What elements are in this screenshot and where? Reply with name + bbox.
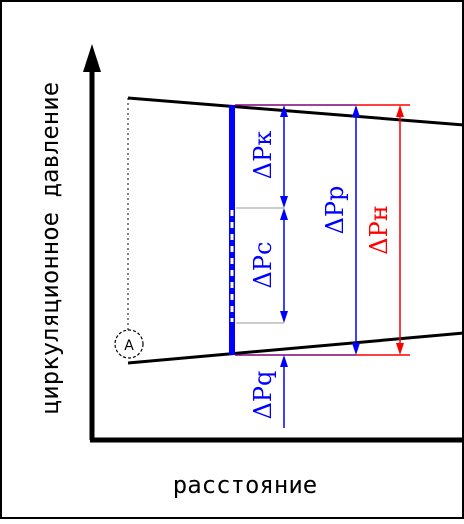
circle-marker-label: A [124, 338, 134, 354]
dp-q-arrowhead [280, 355, 288, 367]
upper-pressure-line [127, 96, 464, 127]
dp-q-label: ΔPq [249, 371, 277, 420]
dp-p-arrowhead-bottom [352, 343, 360, 355]
dp-p-label: ΔPр [321, 186, 349, 235]
lower-pressure-line [127, 331, 464, 365]
dp-c-arrowhead-top [280, 208, 288, 220]
dp-n-arrowhead-bottom [396, 343, 404, 355]
dp-n-arrowhead-top [396, 105, 404, 117]
x-axis-label: расстояние [173, 471, 318, 499]
dp-c-arrowhead-bottom [280, 311, 288, 323]
dp-k-label: ΔPк [249, 131, 277, 179]
y-axis-label: циркуляционное давление [36, 82, 64, 414]
dp-c-label: ΔPс [249, 242, 277, 289]
dp-p-arrowhead-top [352, 105, 360, 117]
circle-marker [114, 329, 144, 359]
dp-k-arrowhead-top [280, 105, 288, 117]
dp-k-arrowhead-bottom [280, 196, 288, 208]
dp-n-label: ΔPн [365, 205, 393, 254]
y-axis-arrow [83, 44, 101, 72]
